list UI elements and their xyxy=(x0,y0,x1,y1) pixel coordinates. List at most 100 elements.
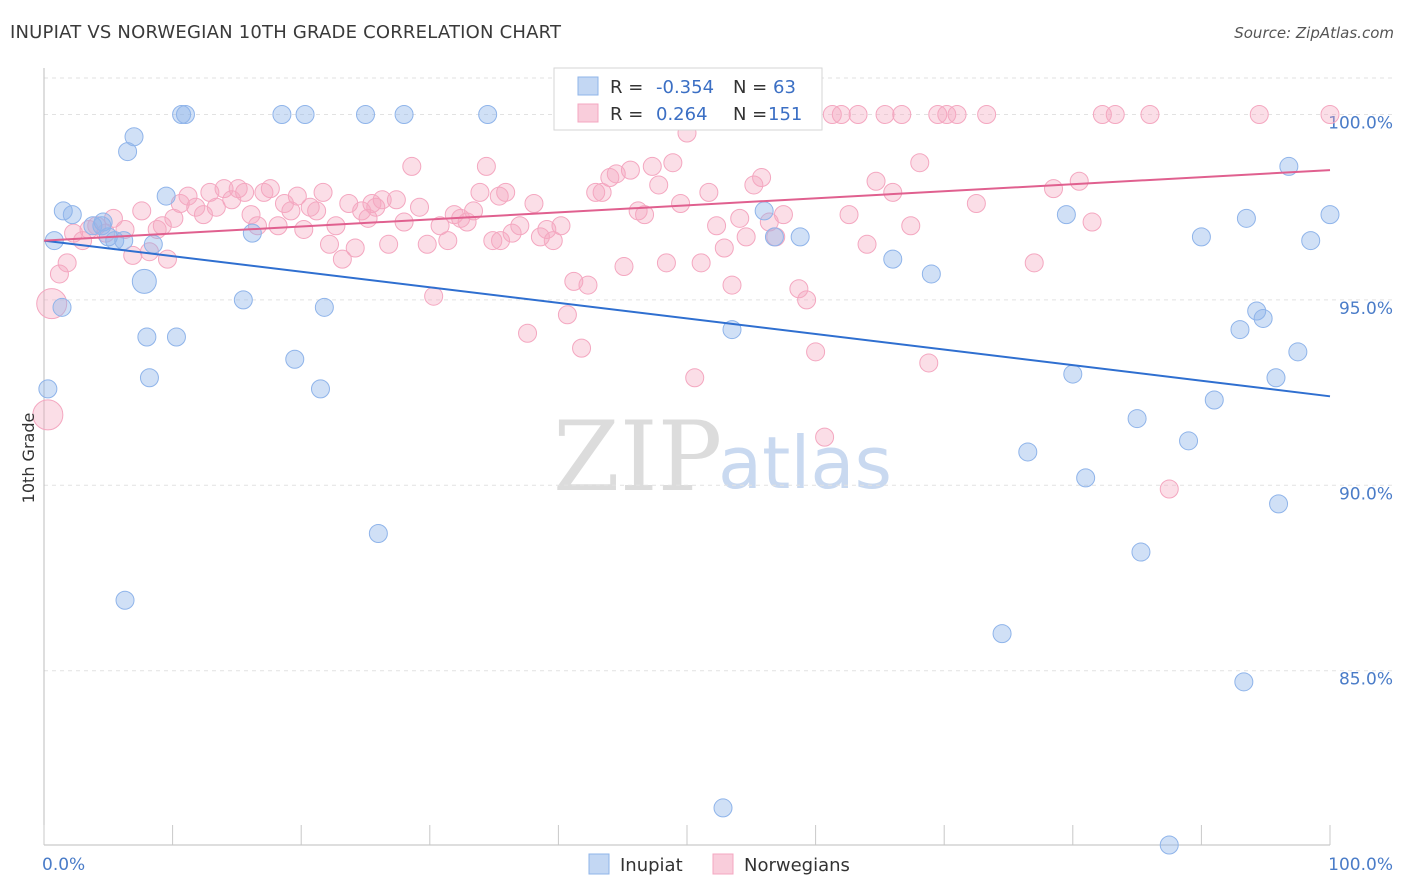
watermark-zip: ZIP xyxy=(553,401,722,513)
inupiat-point xyxy=(137,327,157,347)
inupiat-point xyxy=(166,327,186,347)
y-tick-label: 90.0% xyxy=(1339,484,1393,504)
norwegians-point xyxy=(656,253,676,273)
inupiat-point xyxy=(1288,342,1308,362)
norwegians-point xyxy=(866,171,886,191)
norwegians-point xyxy=(496,182,516,202)
norwegians-point xyxy=(300,197,320,217)
x-tick-label-max: 100.0% xyxy=(1328,855,1393,875)
norwegians-point xyxy=(736,227,756,247)
inupiat-point xyxy=(1204,390,1224,410)
norwegians-point xyxy=(831,104,851,124)
inupiat-point xyxy=(1266,368,1286,388)
legend-r-label-inupiat: R = xyxy=(610,77,643,98)
inupiat-point xyxy=(114,231,134,251)
norwegians-point xyxy=(36,288,68,320)
inupiat-point xyxy=(1279,156,1299,176)
norwegians-point xyxy=(839,205,859,225)
norwegians-point xyxy=(489,186,509,206)
x-tick-label-min: 0.0% xyxy=(42,855,85,875)
norwegians-point xyxy=(518,323,538,343)
legend-r-label-norwegians: R = xyxy=(610,104,643,125)
norwegians-point xyxy=(699,182,719,202)
norwegians-point xyxy=(892,104,912,124)
inupiat-point xyxy=(921,264,941,284)
bottom-legend-inupiat-swatch xyxy=(588,853,610,875)
norwegians-point xyxy=(287,186,307,206)
norwegians-point xyxy=(214,179,234,199)
norwegians-point xyxy=(530,227,550,247)
inupiat-point xyxy=(992,624,1012,644)
norwegians-point xyxy=(551,216,571,236)
norwegians-point xyxy=(1024,253,1044,273)
norwegians-point xyxy=(366,197,386,217)
norwegians-point xyxy=(586,182,606,202)
norwegians-point xyxy=(875,104,895,124)
inupiat-point xyxy=(754,201,774,221)
norwegians-point xyxy=(722,275,742,295)
norwegians-point xyxy=(752,168,772,188)
series-legend: Inupiat Norwegians xyxy=(588,853,850,876)
inupiat-point xyxy=(1247,301,1267,321)
norwegians-point xyxy=(628,201,648,221)
inupiat-point xyxy=(1301,231,1321,251)
inupiat-point xyxy=(790,227,810,247)
norwegians-point xyxy=(901,216,921,236)
inupiat-point xyxy=(233,290,253,310)
norwegians-point xyxy=(268,216,288,236)
inupiat-point xyxy=(764,227,784,247)
watermark-atlas: atlas xyxy=(718,421,892,505)
legend-r-value-inupiat: -0.354 xyxy=(656,77,714,98)
inupiat-point xyxy=(478,104,498,124)
norwegians-points xyxy=(32,104,1340,499)
norwegians-point xyxy=(578,275,598,295)
inupiat-point xyxy=(131,268,157,294)
norwegians-point xyxy=(883,182,903,202)
inupiat-point xyxy=(883,249,903,269)
norwegians-point xyxy=(919,353,939,373)
norwegians-point xyxy=(910,153,930,173)
norwegians-point xyxy=(502,223,522,243)
norwegians-point xyxy=(642,156,662,176)
inupiat-trend-line xyxy=(43,239,1331,398)
bottom-legend-norwegians-swatch xyxy=(712,853,734,875)
norwegians-point xyxy=(307,201,327,221)
norwegians-point xyxy=(1320,104,1340,124)
norwegians-point xyxy=(797,290,817,310)
norwegians-point xyxy=(806,342,826,362)
inupiat-point xyxy=(713,798,733,818)
inupiat-point xyxy=(139,368,159,388)
legend-n-label-inupiat: N = xyxy=(733,77,767,98)
inupiat-point xyxy=(1253,308,1273,328)
norwegians-point xyxy=(663,153,683,173)
y-tick-label: 95.0% xyxy=(1339,299,1393,319)
norwegians-point xyxy=(614,257,634,277)
norwegians-point xyxy=(744,175,764,195)
norwegians-point xyxy=(564,271,584,291)
norwegians-point xyxy=(345,238,365,258)
inupiat-point xyxy=(115,590,135,610)
norwegians-point xyxy=(379,234,399,254)
inupiat-point xyxy=(394,104,414,124)
source-credit: Source: ZipAtlas.com xyxy=(1234,24,1394,42)
inupiat-point xyxy=(1063,364,1083,384)
norwegians-point xyxy=(206,197,226,217)
norwegians-point xyxy=(524,193,544,213)
norwegians-point xyxy=(572,338,592,358)
norwegians-point xyxy=(685,368,705,388)
inupiat-point xyxy=(143,234,163,254)
inupiat-point xyxy=(285,349,305,369)
norwegians-point xyxy=(57,253,77,273)
norwegians-point xyxy=(848,104,868,124)
legend-r-value-norwegians: 0.264 xyxy=(656,104,708,125)
inupiat-point xyxy=(1191,227,1211,247)
inupiat-point xyxy=(1076,468,1096,488)
norwegians-point xyxy=(1159,479,1179,499)
inupiat-point xyxy=(356,104,375,124)
norwegians-point xyxy=(857,234,877,254)
norwegians-point xyxy=(707,216,727,236)
norwegians-point xyxy=(103,208,123,228)
stats-legend: R = -0.354 N = 63 R = 0.264 N = 151 xyxy=(553,67,823,131)
norwegians-point xyxy=(773,205,793,225)
norwegians-point xyxy=(424,286,444,306)
